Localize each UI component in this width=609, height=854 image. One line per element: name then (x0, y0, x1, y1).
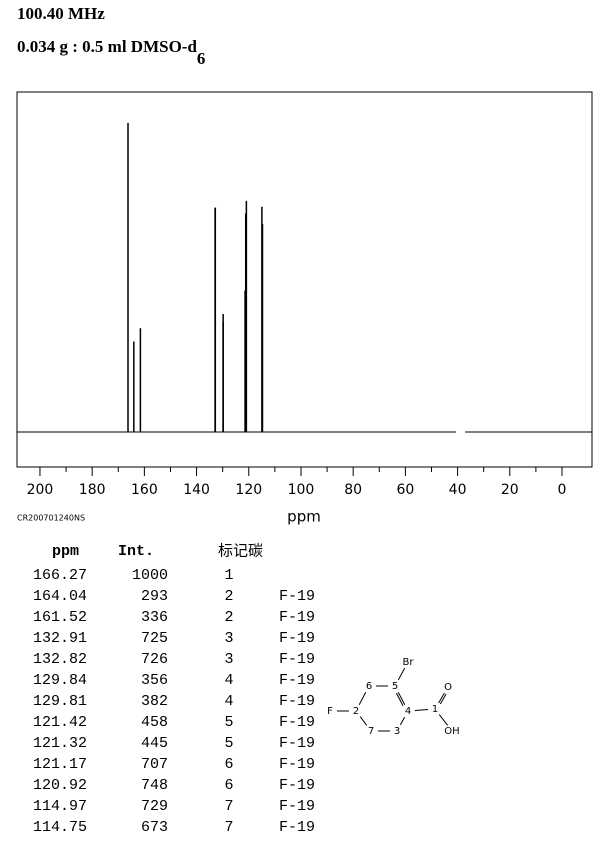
atom-label: Br (403, 657, 415, 668)
int-cell: 293 (141, 588, 168, 605)
x-tick-label: 120 (235, 482, 262, 498)
carbon-cell: 3 (224, 630, 233, 647)
atom-label: 5 (392, 681, 398, 692)
coupling-cell: F-19 (279, 819, 315, 836)
x-tick-label: 180 (79, 482, 106, 498)
x-tick-label: 100 (288, 482, 315, 498)
int-cell: 673 (141, 819, 168, 836)
int-cell: 707 (141, 756, 168, 773)
carbon-cell: 4 (224, 672, 233, 689)
ppm-cell: 114.97 (33, 798, 87, 815)
coupling-cell: F-19 (279, 609, 315, 626)
bond (438, 692, 445, 704)
int-cell: 336 (141, 609, 168, 626)
carbon-cell: 3 (224, 651, 233, 668)
int-cell: 1000 (132, 567, 168, 584)
atom-label: 3 (394, 726, 400, 737)
x-axis-label: ppm (287, 508, 321, 526)
x-tick-label: 80 (344, 482, 362, 498)
atom-label: 2 (353, 706, 359, 717)
coupling-cell: F-19 (279, 777, 315, 794)
atom-label: 7 (368, 726, 374, 737)
bond (399, 716, 406, 726)
coupling-cell: F-19 (279, 672, 315, 689)
bond (358, 691, 367, 706)
coupling-cell: F-19 (279, 756, 315, 773)
x-tick-label: 200 (27, 482, 54, 498)
note: CR200701240NS (17, 514, 85, 523)
x-tick-label: 140 (183, 482, 210, 498)
int-cell: 726 (141, 651, 168, 668)
bond (359, 716, 368, 726)
coupling-cell: F-19 (279, 630, 315, 647)
bond (397, 667, 406, 681)
x-tick-label: 40 (449, 482, 467, 498)
carbon-cell: 5 (224, 714, 233, 731)
coupling-cell: F-19 (279, 588, 315, 605)
x-tick-label: 160 (131, 482, 158, 498)
int-cell: 725 (141, 630, 168, 647)
ppm-cell: 121.32 (33, 735, 87, 752)
sample: 0.034 g : 0.5 ml DMSO-d6 (17, 37, 205, 68)
carbon-cell: 1 (224, 567, 233, 584)
ppm-cell: 132.82 (33, 651, 87, 668)
ppm-cell: 161.52 (33, 609, 87, 626)
plot-frame (16, 91, 593, 468)
column-header: 标记碳 (218, 542, 263, 560)
bond (414, 709, 429, 711)
ppm-cell: 166.27 (33, 567, 87, 584)
carbon-cell: 5 (224, 735, 233, 752)
ppm-cell: 164.04 (33, 588, 87, 605)
carbon-cell: 2 (224, 588, 233, 605)
atom-label: F (327, 706, 333, 717)
atom-label: O (444, 682, 452, 693)
x-tick-label: 20 (501, 482, 519, 498)
carbon-cell: 2 (224, 609, 233, 626)
sample-text: 0.034 g : 0.5 ml DMSO-d (17, 37, 197, 56)
ppm-cell: 120.92 (33, 777, 87, 794)
int-cell: 356 (141, 672, 168, 689)
atom-label: 4 (405, 706, 411, 717)
coupling-cell: F-19 (279, 651, 315, 668)
int-cell: 382 (141, 693, 168, 710)
coupling-cell: F-19 (279, 798, 315, 815)
carbon-cell: 7 (224, 798, 233, 815)
int-cell: 729 (141, 798, 168, 815)
x-tick-label: 60 (396, 482, 414, 498)
coupling-cell: F-19 (279, 693, 315, 710)
carbon-cell: 6 (224, 756, 233, 773)
ppm-cell: 132.91 (33, 630, 87, 647)
coupling-cell: F-19 (279, 735, 315, 752)
ppm-cell: 121.42 (33, 714, 87, 731)
ppm-cell: 129.84 (33, 672, 87, 689)
carbon-cell: 7 (224, 819, 233, 836)
ppm-cell: 129.81 (33, 693, 87, 710)
bond (439, 693, 447, 705)
carbon-cell: 6 (224, 777, 233, 794)
subscript: 6 (197, 49, 206, 68)
frequency: 100.40 MHz (17, 4, 105, 23)
x-tick-label: 0 (558, 482, 567, 498)
column-header: ppm (52, 543, 79, 560)
carbon-cell: 4 (224, 693, 233, 710)
bond (396, 692, 404, 706)
ppm-cell: 121.17 (33, 756, 87, 773)
int-cell: 458 (141, 714, 168, 731)
atom-label: 1 (432, 704, 438, 715)
atom-label: 6 (366, 681, 372, 692)
int-cell: 748 (141, 777, 168, 794)
bond (397, 691, 406, 706)
atom-label: OH (444, 726, 459, 737)
ppm-cell: 114.75 (33, 819, 87, 836)
int-cell: 445 (141, 735, 168, 752)
column-header: Int. (118, 543, 154, 560)
bond (438, 714, 449, 726)
coupling-cell: F-19 (279, 714, 315, 731)
